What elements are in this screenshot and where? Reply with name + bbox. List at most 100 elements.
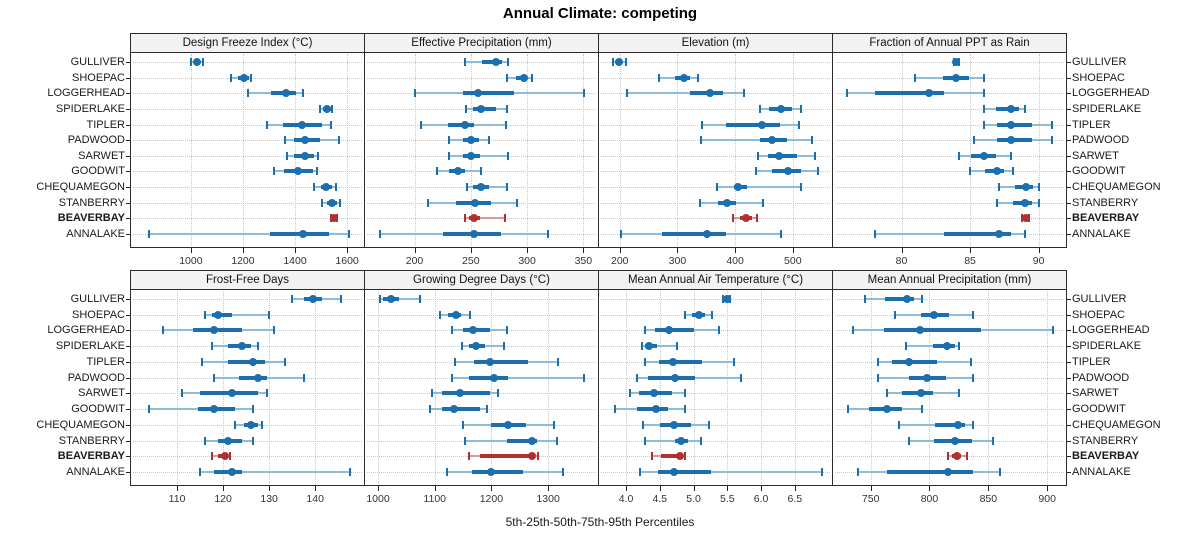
median-dot — [951, 436, 960, 445]
median-dot — [454, 167, 463, 176]
strip-header: Fraction of Annual PPT as Rain — [832, 33, 1067, 53]
median-dot — [703, 230, 712, 238]
whisker-cap-high — [625, 58, 628, 66]
whisker-cap-low — [148, 230, 151, 238]
whisker-cap-low — [982, 104, 985, 113]
whisker-cap-high — [505, 183, 508, 192]
h-gridline — [133, 124, 362, 126]
whisker-cap-low — [201, 357, 204, 366]
x-tick — [548, 486, 550, 491]
whisker-cap-high — [506, 326, 509, 335]
site-label-left: GULLIVER — [70, 293, 125, 305]
whisker-cap-low — [148, 405, 151, 414]
v-gridline — [735, 54, 737, 246]
median-dot — [650, 389, 659, 398]
site-label-right: PADWOOD — [1072, 134, 1130, 147]
median-dot — [903, 295, 912, 303]
iqr-box — [725, 122, 781, 127]
whisker-cap-high — [261, 420, 264, 429]
median-dot — [783, 167, 792, 176]
whisker-cap-low — [894, 310, 897, 319]
whisker-cap-low — [212, 373, 215, 382]
x-tick — [491, 486, 493, 491]
iqr-box — [468, 375, 509, 380]
iqr-box — [689, 91, 723, 96]
whisker-cap-high — [552, 420, 555, 429]
h-gridline — [133, 456, 362, 458]
site-label-left: PADWOOD — [67, 134, 125, 147]
whisker-cap-high — [972, 310, 975, 319]
h-gridline — [835, 299, 1064, 300]
whisker-cap-high — [1051, 120, 1054, 129]
whisker-cap-low — [643, 436, 646, 445]
x-tick — [1047, 486, 1049, 491]
median-dot — [742, 214, 751, 223]
iqr-box — [661, 232, 727, 236]
y-tick-left — [126, 409, 130, 411]
x-tick-label: 1200 — [231, 255, 255, 267]
median-dot — [298, 230, 307, 238]
whisker-cap-low — [700, 136, 703, 145]
median-dot — [952, 452, 961, 461]
whisker-cap-low — [210, 452, 213, 461]
whisker-range — [701, 139, 812, 142]
y-tick-right — [1067, 202, 1071, 204]
median-dot — [905, 357, 914, 366]
whisker-cap-high — [684, 405, 687, 414]
x-tick — [761, 486, 763, 491]
whisker-cap-high — [733, 357, 736, 366]
whisker-cap-low — [997, 183, 1000, 192]
whisker-cap-low — [460, 342, 463, 351]
whisker-cap-high — [250, 73, 253, 82]
v-gridline — [223, 291, 225, 484]
whisker-cap-high — [348, 468, 351, 476]
whisker-cap-low — [908, 436, 911, 445]
site-label-right: GOODWIT — [1072, 403, 1126, 416]
panel — [130, 289, 365, 486]
whisker-cap-high — [697, 73, 700, 82]
panel — [832, 289, 1067, 486]
h-gridline — [367, 299, 596, 300]
y-tick-left — [126, 472, 130, 473]
y-tick-left — [126, 124, 130, 126]
x-tick — [347, 248, 349, 253]
whisker-cap-high — [820, 468, 823, 476]
median-dot — [223, 436, 232, 445]
site-label-left: TIPLER — [86, 355, 125, 368]
h-gridline — [601, 155, 830, 157]
whisker-cap-high — [256, 342, 259, 351]
whisker-cap-high — [547, 230, 550, 238]
median-dot — [472, 342, 481, 351]
v-gridline — [177, 291, 179, 484]
whisker-range — [627, 92, 744, 95]
iqr-box — [239, 375, 267, 380]
median-dot — [614, 58, 623, 66]
panel — [832, 52, 1067, 248]
whisker-cap-low — [505, 73, 508, 82]
x-tick — [242, 248, 244, 253]
whisker-cap-high — [972, 373, 975, 382]
median-dot — [1007, 104, 1016, 113]
whisker-range — [644, 439, 701, 442]
h-gridline — [601, 77, 830, 79]
median-dot — [473, 89, 482, 98]
v-gridline — [414, 54, 416, 246]
y-tick-right — [1067, 456, 1071, 458]
site-label-right: SHOEPAC — [1072, 71, 1125, 84]
whisker-cap-low — [698, 198, 701, 207]
whisker-cap-high — [331, 104, 334, 113]
v-gridline — [434, 291, 436, 484]
y-tick-right — [1067, 424, 1071, 426]
whisker-cap-high — [969, 357, 972, 366]
median-dot — [209, 405, 218, 414]
whisker-cap-low — [996, 198, 999, 207]
median-dot — [776, 104, 785, 113]
whisker-cap-high — [921, 295, 924, 303]
whisker-cap-high — [779, 230, 782, 238]
x-tick — [901, 248, 903, 253]
y-tick-right — [1067, 124, 1071, 126]
h-gridline — [601, 187, 830, 189]
x-tick — [619, 248, 621, 253]
whisker-cap-low — [319, 104, 322, 113]
x-tick — [988, 486, 990, 491]
